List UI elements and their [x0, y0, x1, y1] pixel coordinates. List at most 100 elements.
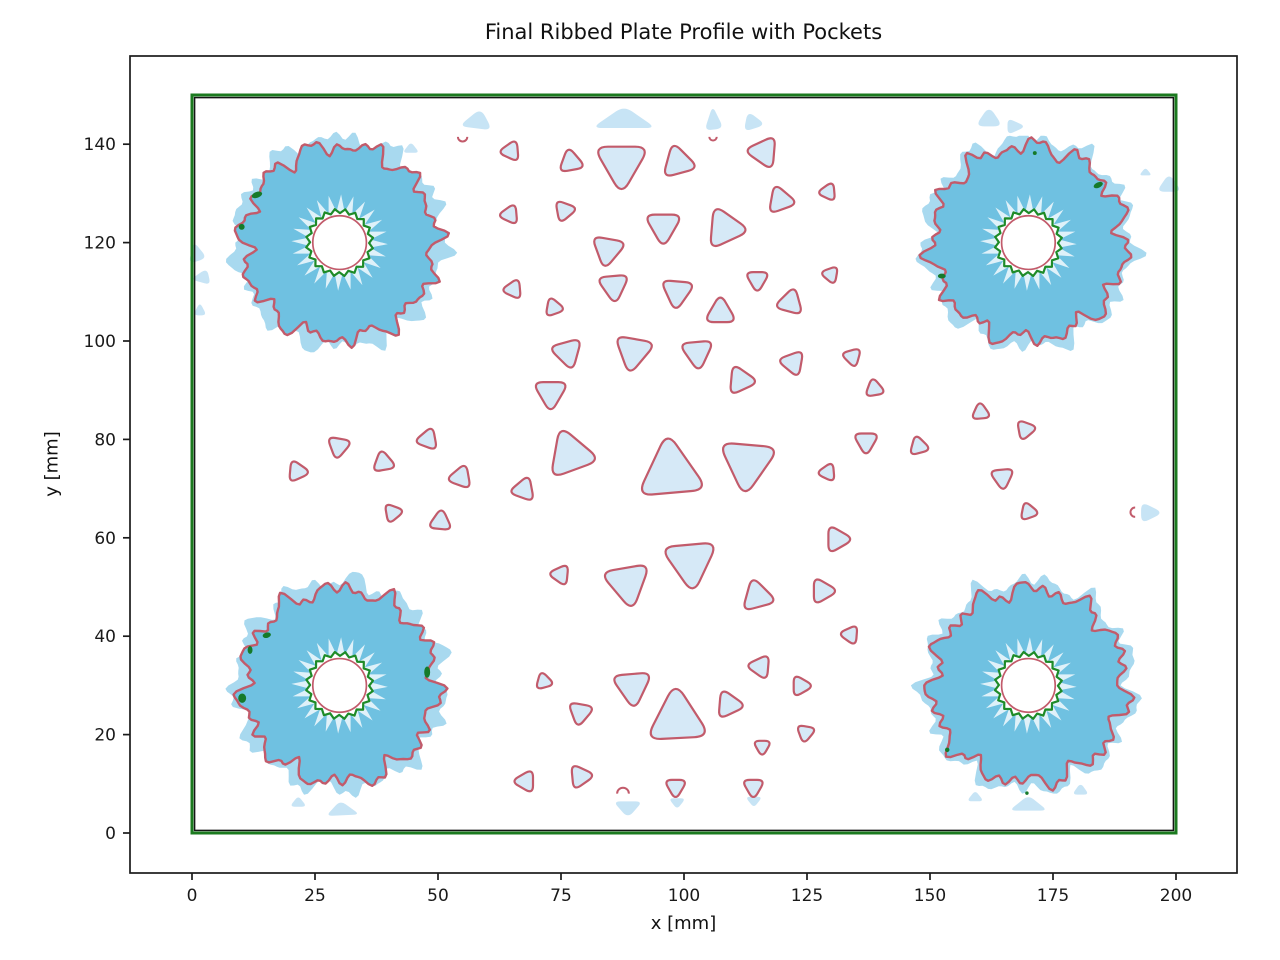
pocket-triangle: [510, 476, 534, 501]
boss-contour: [232, 581, 449, 787]
x-tick-label: 25: [304, 886, 326, 906]
pocket-triangle: [649, 687, 706, 741]
pocket-triangle: [415, 427, 438, 450]
plate-outline-green: [190, 93, 1178, 835]
y-tick-label: 20: [94, 726, 116, 746]
green-speck: [1025, 791, 1029, 795]
artifact-blob: [706, 108, 722, 130]
artifact-blob: [670, 798, 684, 808]
artifact-blob: [291, 797, 305, 807]
pocket-triangle: [613, 672, 651, 707]
pocket-triangle: [499, 140, 520, 162]
pocket-triangle: [616, 336, 653, 372]
artifact-blob: [615, 801, 640, 816]
pocket-triangle: [718, 690, 744, 718]
pocket-triangle: [447, 464, 471, 489]
green-speck: [262, 632, 271, 639]
pocket-triangle: [706, 296, 735, 324]
x-tick-label: 100: [668, 886, 700, 906]
pocket-triangle: [598, 274, 628, 303]
pocket-triangle: [570, 765, 594, 789]
pocket-triangle: [729, 365, 757, 394]
artifact-blob: [404, 143, 418, 153]
pocket-triangle: [498, 204, 518, 225]
x-tick-label: 200: [1160, 886, 1192, 906]
pocket-triangle: [663, 144, 696, 177]
pocket-triangle: [534, 381, 567, 411]
artifact-blob: [1073, 784, 1088, 795]
x-tick-label: 175: [1037, 886, 1069, 906]
green-speck: [251, 191, 263, 199]
pocket-triangle: [549, 564, 569, 586]
pocket-triangle: [753, 739, 771, 756]
pocket-triangle: [429, 509, 452, 531]
pocket-triangle: [743, 778, 764, 799]
clipped-arc: [1129, 506, 1136, 518]
pocket-triangle: [821, 266, 839, 284]
pocket-triangle: [792, 675, 812, 697]
clipped-arc: [708, 136, 718, 142]
artifact-blob: [1140, 168, 1151, 176]
x-tick-label: 125: [791, 886, 823, 906]
clipped-arc: [456, 136, 469, 143]
artifact-blob: [189, 244, 205, 263]
artifact-blob: [1012, 797, 1045, 811]
green-speck: [945, 747, 950, 753]
pocket-triangle: [796, 724, 816, 743]
green-speck: [424, 666, 431, 678]
pocket-triangle: [1020, 502, 1039, 521]
pocket-triangle: [664, 542, 715, 590]
artifact-blob: [744, 114, 763, 131]
pocket-triangle: [769, 185, 796, 213]
y-tick-label: 120: [84, 234, 116, 254]
pocket-triangle: [603, 564, 648, 607]
pocket-triangle: [535, 672, 554, 690]
pocket-triangle: [854, 432, 878, 455]
artifact-blob: [596, 108, 652, 128]
x-tick-label: 0: [187, 886, 198, 906]
pocket-triangle: [640, 437, 703, 496]
pocket-triangle: [709, 208, 747, 248]
pocket-triangle: [743, 579, 775, 611]
pocket-triangle: [373, 450, 396, 472]
green-speck: [238, 693, 247, 703]
pocket-triangle: [909, 435, 930, 456]
green-speck: [238, 223, 245, 230]
boss-contour: [923, 581, 1136, 792]
pocket-triangle: [817, 462, 836, 482]
pocket-triangle: [288, 460, 309, 482]
y-tick-label: 80: [94, 430, 116, 450]
bolt-hole: [311, 657, 368, 714]
x-tick-label: 75: [550, 886, 572, 906]
pocket-triangle: [551, 429, 596, 476]
x-axis-label: x [mm]: [650, 913, 717, 934]
clipped-arc: [616, 786, 630, 794]
pocket-triangle: [597, 145, 646, 191]
pocket-triangle: [971, 402, 991, 420]
artifact-blob: [1007, 119, 1023, 134]
green-speck: [1032, 151, 1037, 156]
y-tick-label: 100: [84, 332, 116, 352]
pocket-triangle: [746, 271, 769, 292]
artifact-blob: [747, 796, 761, 806]
pocket-triangle: [776, 288, 802, 315]
y-axis-label: y [mm]: [41, 431, 63, 497]
bolt-hole: [1000, 214, 1057, 271]
artifact-blob: [193, 270, 210, 284]
pocket-triangle: [818, 182, 836, 201]
pocket-triangle: [865, 378, 885, 397]
green-speck: [247, 646, 253, 654]
artifact-blob: [978, 109, 1000, 127]
x-tick-label: 50: [427, 886, 449, 906]
artifact-blob: [1141, 504, 1160, 522]
green-speck: [937, 273, 946, 279]
y-tick-label: 40: [94, 627, 116, 647]
pocket-triangle: [384, 503, 404, 523]
pocket-triangle: [839, 625, 859, 645]
pocket-triangle: [827, 526, 852, 553]
bolt-hole: [1000, 657, 1057, 714]
y-tick-label: 0: [105, 824, 116, 844]
y-tick-label: 140: [84, 135, 116, 155]
pocket-triangle: [747, 655, 770, 679]
